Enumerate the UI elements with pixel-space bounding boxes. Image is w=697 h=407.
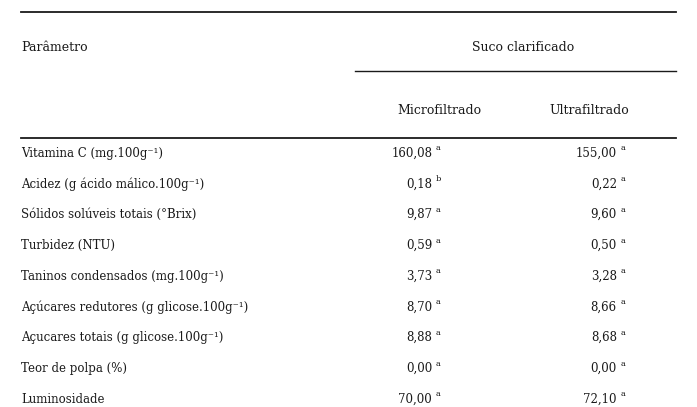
Text: 72,10: 72,10 <box>583 393 617 406</box>
Text: Acidez (g ácido málico.100g⁻¹): Acidez (g ácido málico.100g⁻¹) <box>21 177 204 190</box>
Text: a: a <box>620 267 625 275</box>
Text: Teor de polpa (%): Teor de polpa (%) <box>21 362 127 375</box>
Text: Sólidos solúveis totais (°Brix): Sólidos solúveis totais (°Brix) <box>21 208 197 221</box>
Text: Luminosidade: Luminosidade <box>21 393 105 406</box>
Text: Parâmetro: Parâmetro <box>21 41 88 54</box>
Text: a: a <box>436 298 441 306</box>
Text: 0,18: 0,18 <box>406 177 432 190</box>
Text: b: b <box>436 175 441 183</box>
Text: 3,28: 3,28 <box>591 269 617 282</box>
Text: Ultrafiltrado: Ultrafiltrado <box>549 104 629 117</box>
Text: a: a <box>620 360 625 368</box>
Text: a: a <box>436 236 441 245</box>
Text: 70,00: 70,00 <box>399 393 432 406</box>
Text: a: a <box>620 175 625 183</box>
Text: a: a <box>620 236 625 245</box>
Text: 8,68: 8,68 <box>591 331 617 344</box>
Text: a: a <box>620 298 625 306</box>
Text: 155,00: 155,00 <box>576 147 617 160</box>
Text: 9,60: 9,60 <box>590 208 617 221</box>
Text: 3,73: 3,73 <box>406 269 432 282</box>
Text: 160,08: 160,08 <box>391 147 432 160</box>
Text: Açúcares redutores (g glicose.100g⁻¹): Açúcares redutores (g glicose.100g⁻¹) <box>21 300 248 314</box>
Text: a: a <box>436 360 441 368</box>
Text: a: a <box>620 329 625 337</box>
Text: a: a <box>436 329 441 337</box>
Text: Taninos condensados (mg.100g⁻¹): Taninos condensados (mg.100g⁻¹) <box>21 269 224 282</box>
Text: Suco clarificado: Suco clarificado <box>472 41 574 54</box>
Text: Turbidez (NTU): Turbidez (NTU) <box>21 239 115 252</box>
Text: a: a <box>436 267 441 275</box>
Text: a: a <box>620 206 625 214</box>
Text: 0,00: 0,00 <box>590 362 617 375</box>
Text: 0,50: 0,50 <box>590 239 617 252</box>
Text: Açucares totais (g glicose.100g⁻¹): Açucares totais (g glicose.100g⁻¹) <box>21 331 223 344</box>
Text: 8,66: 8,66 <box>591 300 617 313</box>
Text: 9,87: 9,87 <box>406 208 432 221</box>
Text: Microfiltrado: Microfiltrado <box>397 104 481 117</box>
Text: 0,22: 0,22 <box>591 177 617 190</box>
Text: a: a <box>436 206 441 214</box>
Text: a: a <box>436 390 441 398</box>
Text: 0,59: 0,59 <box>406 239 432 252</box>
Text: 0,00: 0,00 <box>406 362 432 375</box>
Text: 8,70: 8,70 <box>406 300 432 313</box>
Text: a: a <box>620 144 625 152</box>
Text: a: a <box>620 390 625 398</box>
Text: Vitamina C (mg.100g⁻¹): Vitamina C (mg.100g⁻¹) <box>21 147 163 160</box>
Text: 8,88: 8,88 <box>406 331 432 344</box>
Text: a: a <box>436 144 441 152</box>
